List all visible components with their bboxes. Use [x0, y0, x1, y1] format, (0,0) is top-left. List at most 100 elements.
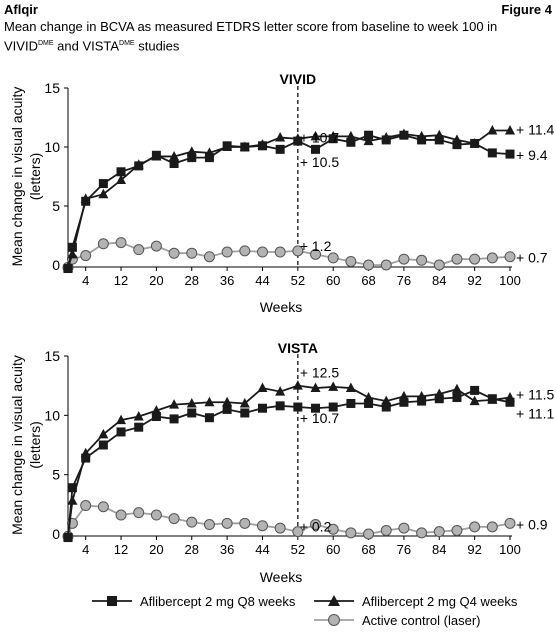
data-point-square — [293, 402, 303, 412]
data-label: + 0.9 — [516, 516, 548, 532]
legend-triangle-marker-icon — [314, 595, 354, 606]
data-point-circle — [380, 524, 392, 536]
data-point-triangle — [328, 381, 339, 391]
data-point-square — [434, 135, 444, 145]
data-point-square — [257, 141, 267, 151]
x-tick-label: 100 — [499, 273, 521, 288]
x-tick-label: 20 — [149, 273, 163, 288]
legend-label-q4: Aflibercept 2 mg Q4 weeks — [362, 593, 518, 609]
caption-and: and VISTA — [53, 38, 120, 54]
x-tick-label: 28 — [185, 542, 199, 557]
data-point-square — [399, 397, 409, 407]
data-point-square — [275, 144, 285, 154]
data-point-triangle — [451, 383, 462, 394]
x-tick-label: 52 — [291, 542, 305, 557]
data-point-square — [487, 148, 497, 158]
data-point-circle — [274, 522, 286, 534]
y-tick-label: 10 — [44, 139, 60, 155]
data-point-circle — [203, 519, 215, 531]
data-point-circle — [504, 517, 516, 529]
data-label: + 10.5 — [300, 154, 340, 170]
data-point-circle — [469, 253, 481, 265]
legend-square-marker-icon — [92, 596, 132, 606]
data-point-square — [204, 153, 214, 163]
brand-label: Aflqir — [4, 2, 38, 17]
data-point-circle — [186, 516, 198, 528]
data-point-triangle — [487, 124, 498, 135]
x-tick-label: 68 — [361, 542, 375, 557]
x-tick-label: 4 — [82, 273, 89, 288]
data-point-circle — [363, 259, 375, 271]
data-point-circle — [97, 501, 109, 513]
legend-item-q4: Aflibercept 2 mg Q4 weeks — [312, 592, 517, 610]
data-point-square — [98, 179, 108, 189]
legend-label-q8: Aflibercept 2 mg Q8 weeks — [140, 593, 296, 609]
data-label: + 12.5 — [300, 365, 340, 381]
data-point-circle — [115, 237, 127, 249]
data-point-triangle — [275, 132, 286, 142]
data-point-circle — [168, 247, 180, 259]
y-tick-label: 0 — [52, 526, 60, 542]
data-label: + 0.7 — [516, 250, 548, 266]
data-point-square — [275, 401, 285, 411]
y-tick-label: 15 — [44, 80, 60, 96]
x-tick-label: 60 — [326, 542, 340, 557]
data-point-triangle — [275, 386, 286, 396]
data-point-square — [187, 408, 197, 418]
y-tick-label: 0 — [52, 257, 60, 273]
data-point-square — [116, 167, 126, 177]
data-point-triangle — [310, 130, 321, 141]
data-point-triangle — [505, 124, 515, 135]
data-point-square — [364, 130, 374, 140]
data-point-square — [63, 533, 73, 543]
data-label: + 0.2 — [300, 519, 332, 535]
x-tick-label: 44 — [255, 273, 269, 288]
data-point-square — [116, 427, 126, 437]
legend-item-q8: Aflibercept 2 mg Q8 weeks — [90, 592, 295, 610]
data-point-triangle — [469, 395, 480, 406]
data-point-triangle — [239, 397, 250, 408]
data-point-circle — [486, 252, 498, 264]
data-point-square — [134, 161, 144, 171]
data-point-square — [470, 385, 480, 395]
x-tick-label: 44 — [255, 542, 269, 557]
data-point-square — [417, 396, 427, 406]
data-point-triangle — [204, 396, 215, 407]
data-label: + 11.4 — [516, 121, 554, 137]
x-axis-label: Weeks — [260, 299, 303, 315]
data-point-circle — [327, 523, 339, 535]
data-point-circle — [416, 527, 428, 539]
caption-vista-sup: DME — [119, 40, 135, 47]
x-tick-label: 28 — [185, 273, 199, 288]
chart-legend: Aflibercept 2 mg Q8 weeks Aflibercept 2 … — [90, 592, 550, 632]
data-point-square — [187, 153, 197, 163]
data-point-square — [381, 135, 391, 145]
data-point-circle — [416, 254, 428, 266]
x-tick-label: 36 — [220, 542, 234, 557]
data-point-circle — [327, 252, 339, 264]
chart-panel-vivid: 0 5 10 15 4 12 20 28 36 44 52 60 68 76 84 92 100 Weeks Mea… — [9, 71, 554, 315]
data-point-square — [487, 394, 497, 404]
data-label: + 9.4 — [516, 147, 548, 163]
data-point-triangle — [169, 399, 180, 409]
data-point-square — [169, 159, 179, 169]
legend-item-laser: Active control (laser) — [312, 611, 480, 629]
data-point-square — [470, 138, 480, 148]
data-point-circle — [115, 509, 127, 521]
data-point-square — [67, 242, 77, 252]
data-point-circle — [186, 247, 198, 259]
data-point-triangle — [67, 495, 78, 505]
data-point-circle — [292, 245, 304, 257]
x-tick-label: 20 — [149, 542, 163, 557]
data-point-triangle — [186, 397, 197, 408]
x-tick-label: 76 — [397, 542, 411, 557]
data-point-circle — [433, 526, 445, 538]
data-point-circle — [345, 255, 357, 267]
data-label: + 10.7 — [300, 410, 340, 426]
data-point-triangle — [257, 382, 268, 393]
data-point-square — [204, 413, 214, 423]
x-tick-label: 12 — [114, 273, 128, 288]
panel-title: VISTA — [278, 340, 318, 356]
data-point-circle — [380, 259, 392, 271]
x-tick-label: 12 — [114, 542, 128, 557]
